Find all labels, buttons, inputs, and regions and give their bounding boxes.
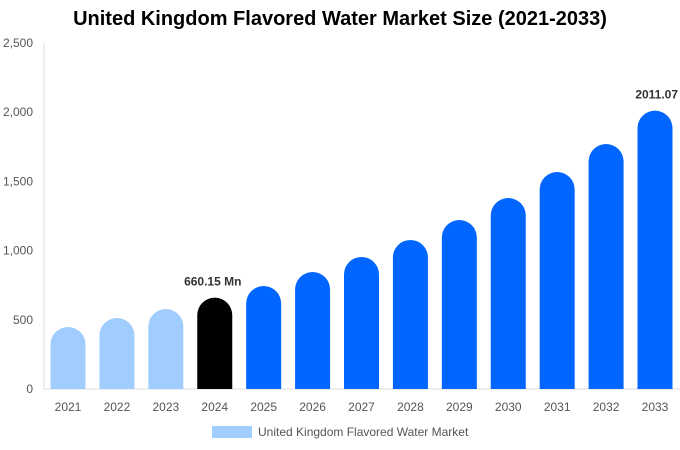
data-label-2033: 2011.07 Mn	[635, 88, 680, 102]
bar-2032	[588, 144, 624, 389]
legend-label: United Kingdom Flavored Water Market	[258, 425, 469, 439]
x-tick-label: 2021	[55, 400, 82, 414]
bar-2023	[148, 309, 184, 389]
x-tick-label: 2027	[348, 400, 375, 414]
legend-swatch	[212, 426, 252, 438]
x-tick-label: 2023	[152, 400, 179, 414]
bar-2029	[441, 220, 477, 389]
x-tick-label: 2026	[299, 400, 326, 414]
x-tick-label: 2032	[593, 400, 620, 414]
data-label-2024: 660.15 Mn	[184, 275, 241, 289]
x-tick-label: 2025	[250, 400, 277, 414]
bar-2021	[50, 326, 86, 389]
bar-2030	[490, 198, 526, 389]
x-tick-label: 2031	[544, 400, 571, 414]
y-tick-label: 500	[13, 313, 33, 327]
x-tick-label: 2028	[397, 400, 424, 414]
x-tick-label: 2022	[104, 400, 131, 414]
y-tick-label: 2,000	[3, 105, 33, 119]
y-tick-label: 1,000	[3, 244, 33, 258]
y-tick-label: 2,500	[3, 36, 33, 50]
x-tick-label: 2030	[495, 400, 522, 414]
y-tick-label: 1,500	[3, 174, 33, 188]
x-tick-label: 2029	[446, 400, 473, 414]
bar-2024	[197, 297, 233, 389]
bar-2033	[637, 110, 673, 390]
x-tick-label: 2033	[642, 400, 669, 414]
bar-2027	[344, 256, 379, 389]
bar-2025	[246, 286, 282, 389]
y-tick-label: 0	[26, 382, 33, 396]
bar-2022	[99, 318, 135, 389]
chart-title: United Kingdom Flavored Water Market Siz…	[73, 8, 607, 30]
x-tick-label: 2024	[201, 400, 228, 414]
bar-2028	[392, 239, 428, 389]
bar-2026	[295, 272, 331, 389]
legend: United Kingdom Flavored Water Market	[212, 425, 468, 439]
bar-2031	[539, 171, 575, 389]
